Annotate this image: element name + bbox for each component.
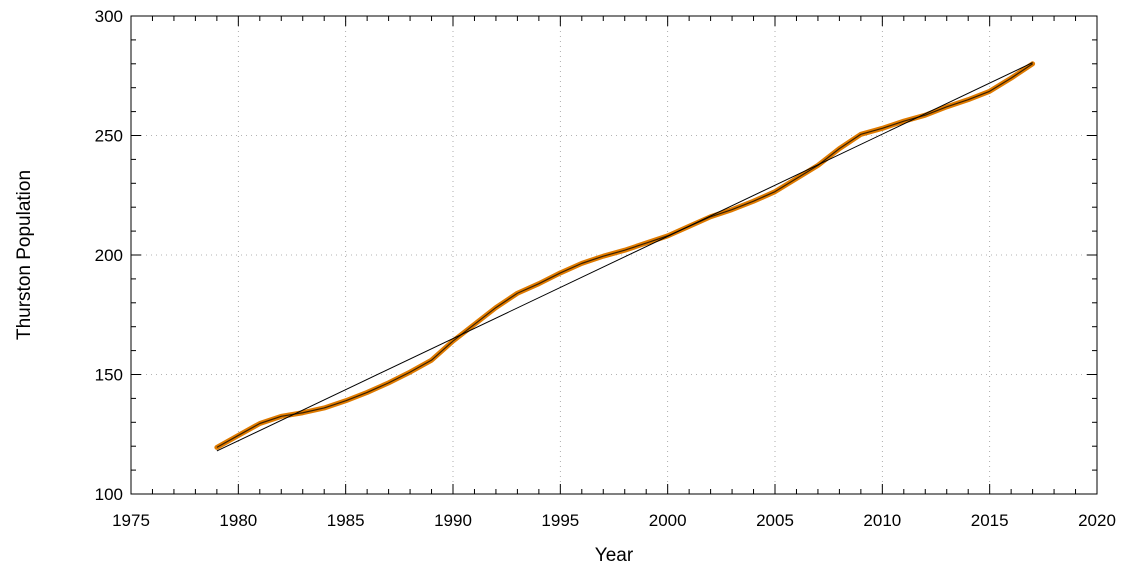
- series-layer: [214, 61, 1036, 452]
- x-tick-label: 2000: [649, 511, 687, 530]
- y-tick-label: 200: [95, 246, 123, 265]
- x-axis-title: Year: [595, 545, 634, 566]
- y-tick-label: 250: [95, 127, 123, 146]
- x-tick-label: 2020: [1078, 511, 1116, 530]
- x-tick-label: 1985: [327, 511, 365, 530]
- trend-line: [216, 62, 1033, 452]
- x-tick-label: 1990: [434, 511, 472, 530]
- x-tick-label: 1980: [219, 511, 257, 530]
- grid-lines: [131, 16, 1097, 494]
- y-tick-label: 150: [95, 366, 123, 385]
- x-tick-label: 2010: [863, 511, 901, 530]
- population-line-core: [216, 63, 1033, 448]
- y-tick-label: 300: [95, 7, 123, 26]
- y-axis-title: Thurston Population: [14, 170, 35, 340]
- axis-ticks: 1975 1980 1985 1990 1995 2000 2005 2010 2015 2020…: [95, 7, 1116, 530]
- x-tick-label: 1975: [112, 511, 150, 530]
- x-tick-label: 1995: [541, 511, 579, 530]
- x-tick-label: 2015: [971, 511, 1009, 530]
- x-tick-label: 2005: [756, 511, 794, 530]
- y-tick-label: 100: [95, 485, 123, 504]
